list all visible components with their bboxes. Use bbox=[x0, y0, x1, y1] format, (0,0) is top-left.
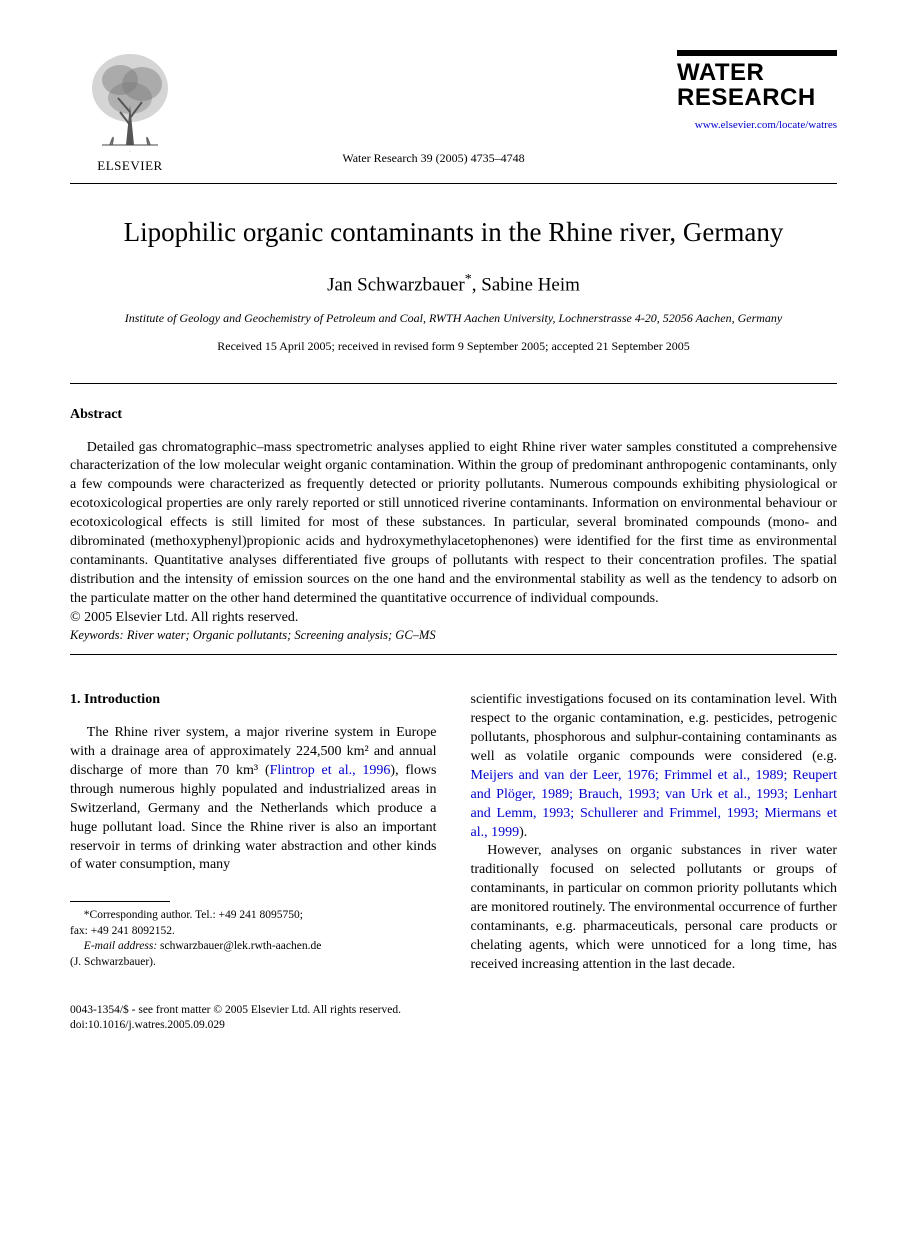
journal-name-line1: WATER bbox=[677, 60, 837, 85]
footnote-separator bbox=[70, 901, 170, 902]
corr-fax: fax: +49 241 8092152. bbox=[70, 924, 437, 940]
footnotes-block: *Corresponding author. Tel.: +49 241 809… bbox=[70, 908, 437, 970]
section-heading-intro: 1. Introduction bbox=[70, 691, 437, 710]
issn-line: 0043-1354/$ - see front matter © 2005 El… bbox=[70, 1003, 837, 1019]
corresponding-author-symbol: * bbox=[465, 272, 472, 287]
keywords-label: Keywords: bbox=[70, 628, 124, 642]
intro-text-2b: ). bbox=[519, 825, 527, 840]
section-title: Introduction bbox=[81, 692, 160, 707]
abstract-body: Detailed gas chromatographic–mass spectr… bbox=[70, 439, 837, 628]
body-columns: 1. Introduction The Rhine river system, … bbox=[70, 691, 837, 974]
author-name-1: Jan Schwarzbauer bbox=[327, 275, 465, 296]
email-footnote: E-mail address: schwarzbauer@lek.rwth-aa… bbox=[70, 939, 437, 955]
citation-flintrop[interactable]: Flintrop et al., 1996 bbox=[270, 763, 391, 778]
journal-name-line2: RESEARCH bbox=[677, 85, 837, 110]
journal-citation: Water Research 39 (2005) 4735–4748 bbox=[190, 150, 677, 174]
author-list: Jan Schwarzbauer*, Sabine Heim bbox=[70, 271, 837, 298]
publisher-logo: · ELSEVIER bbox=[70, 50, 190, 175]
article-title: Lipophilic organic contaminants in the R… bbox=[70, 216, 837, 250]
page-footer: 0043-1354/$ - see front matter © 2005 El… bbox=[70, 1003, 837, 1034]
corr-line1: *Corresponding author. Tel.: +49 241 809… bbox=[84, 909, 303, 921]
keywords-values: River water; Organic pollutants; Screeni… bbox=[124, 628, 436, 642]
column-right: scientific investigations focused on its… bbox=[471, 691, 838, 974]
journal-logo-bar bbox=[677, 50, 837, 56]
section-number: 1. bbox=[70, 692, 81, 707]
page-header: · ELSEVIER Water Research 39 (2005) 4735… bbox=[70, 50, 837, 175]
header-divider bbox=[70, 183, 837, 184]
column-left: 1. Introduction The Rhine river system, … bbox=[70, 691, 437, 974]
email-label: E-mail address: bbox=[84, 940, 157, 952]
author-name-2: , Sabine Heim bbox=[472, 275, 580, 296]
svg-text:·: · bbox=[129, 149, 131, 155]
journal-locate-link[interactable]: www.elsevier.com/locate/watres bbox=[677, 118, 837, 133]
intro-paragraph-1: The Rhine river system, a major riverine… bbox=[70, 724, 437, 875]
abstract-copyright: © 2005 Elsevier Ltd. All rights reserved… bbox=[70, 609, 837, 628]
doi-line: doi:10.1016/j.watres.2005.09.029 bbox=[70, 1018, 837, 1034]
journal-logo: WATER RESEARCH www.elsevier.com/locate/w… bbox=[677, 50, 837, 133]
publisher-name: ELSEVIER bbox=[97, 157, 162, 175]
keywords-line: Keywords: River water; Organic pollutant… bbox=[70, 627, 837, 644]
article-dates: Received 15 April 2005; received in revi… bbox=[70, 338, 837, 354]
email-person: (J. Schwarzbauer). bbox=[70, 955, 437, 971]
abstract-paragraph: Detailed gas chromatographic–mass spectr… bbox=[70, 439, 837, 609]
intro-text-1b: ), flows through numerous highly populat… bbox=[70, 763, 437, 872]
abstract-bottom-divider bbox=[70, 654, 837, 655]
intro-paragraph-2: However, analyses on organic substances … bbox=[471, 842, 838, 974]
intro-text-2a: scientific investigations focused on its… bbox=[471, 692, 838, 764]
email-address[interactable]: schwarzbauer@lek.rwth-aachen.de bbox=[157, 940, 321, 952]
intro-paragraph-1-cont: scientific investigations focused on its… bbox=[471, 691, 838, 842]
affiliation: Institute of Geology and Geochemistry of… bbox=[70, 310, 837, 326]
abstract-top-divider bbox=[70, 383, 837, 384]
corresponding-author-footnote: *Corresponding author. Tel.: +49 241 809… bbox=[70, 908, 437, 924]
elsevier-tree-icon: · bbox=[80, 50, 180, 155]
abstract-heading: Abstract bbox=[70, 406, 837, 425]
